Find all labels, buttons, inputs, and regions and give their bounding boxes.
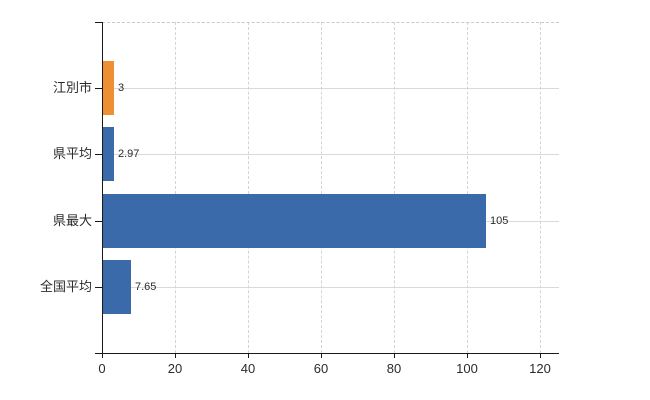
bar-value-label: 3 [118, 82, 125, 94]
horizontal-gridline [102, 88, 559, 89]
y-axis-line [102, 22, 103, 353]
category-label: 県平均 [52, 146, 92, 161]
plot-top-border [102, 22, 559, 23]
x-axis-tick-label: 40 [240, 361, 256, 376]
y-axis-tick [95, 88, 102, 89]
x-axis-tick-label: 0 [98, 361, 106, 376]
bar [103, 260, 131, 314]
x-axis-tick-label: 120 [529, 361, 551, 376]
x-axis-tick [175, 354, 176, 358]
horizontal-gridline [102, 287, 559, 288]
x-axis-tick-label: 20 [167, 361, 183, 376]
x-axis-tick [394, 354, 395, 358]
x-axis-line [95, 353, 559, 354]
y-axis-tick [95, 154, 102, 155]
x-axis-tick [321, 354, 322, 358]
bar-value-label: 7.65 [135, 281, 157, 293]
vertical-gridline [321, 22, 322, 353]
bar [103, 61, 114, 115]
x-axis-tick-label: 80 [386, 361, 402, 376]
bar-value-label: 2.97 [118, 148, 140, 160]
horizontal-gridline [102, 154, 559, 155]
y-axis-tick [95, 287, 102, 288]
vertical-gridline [540, 22, 541, 353]
vertical-gridline [175, 22, 176, 353]
vertical-gridline [394, 22, 395, 353]
x-axis-tick [540, 354, 541, 358]
category-label: 全国平均 [39, 279, 92, 294]
vertical-gridline [248, 22, 249, 353]
y-axis-top-tick [95, 22, 102, 23]
x-axis-tick [467, 354, 468, 358]
bar [103, 127, 114, 181]
x-axis-tick-label: 100 [456, 361, 478, 376]
x-axis-tick-label: 60 [313, 361, 329, 376]
x-axis-tick [248, 354, 249, 358]
y-axis-tick [95, 221, 102, 222]
bar [103, 194, 486, 248]
bar-value-label: 105 [490, 215, 509, 227]
category-label: 江別市 [52, 80, 92, 95]
vertical-gridline [467, 22, 468, 353]
x-axis-tick [102, 354, 103, 358]
category-label: 県最大 [52, 213, 92, 228]
